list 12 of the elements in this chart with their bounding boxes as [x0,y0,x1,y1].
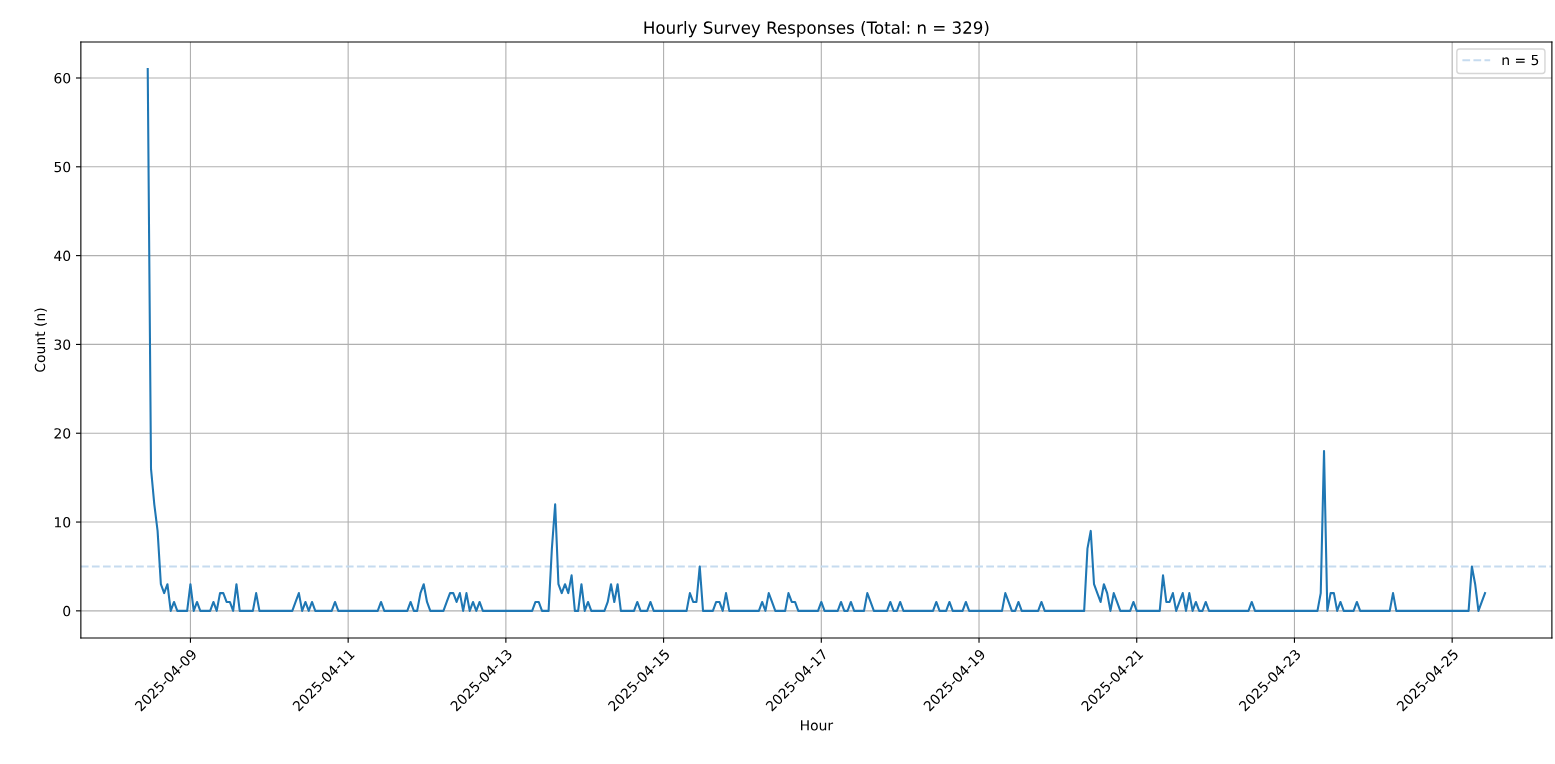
y-tick-label: 50 [54,161,71,173]
legend-label: n = 5 [1502,54,1539,66]
y-tick-label: 20 [54,428,71,439]
y-tick-label: 30 [54,339,71,350]
y-axis-title: Count (n) [34,308,47,372]
x-axis-title: Hour [801,720,834,731]
y-tick-label: 0 [63,605,71,617]
y-tick-label: 10 [54,517,71,528]
chart-title: Hourly Survey Responses (Total: n = 329) [644,21,989,38]
y-tick-label: 40 [54,250,71,262]
y-tick-label: 60 [54,72,71,84]
line-series [146,68,1487,612]
